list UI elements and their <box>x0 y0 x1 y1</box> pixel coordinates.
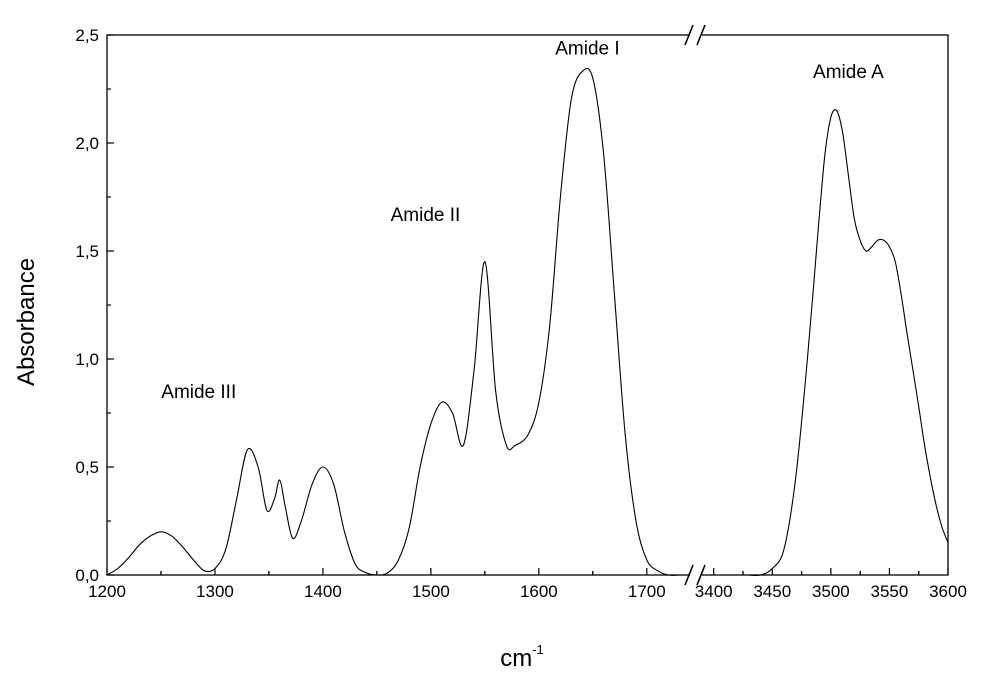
break-slash <box>684 24 694 46</box>
x-axis-title: cm-1 <box>500 642 544 672</box>
plot-frame <box>106 34 949 576</box>
x-tick-label: 1700 <box>628 582 666 601</box>
x-tick-label: 1300 <box>196 582 234 601</box>
y-axis-title: Absorbance <box>13 258 40 386</box>
break-slash <box>684 564 694 586</box>
break-gap-top <box>690 32 702 38</box>
x-tick-label: 3600 <box>929 582 967 601</box>
x-tick-label: 1200 <box>88 582 126 601</box>
axis-break-marks <box>684 24 706 586</box>
y-tick-label: 0,0 <box>75 566 99 585</box>
y-tick-label: 1,0 <box>75 350 99 369</box>
tick-labels: 0,0 0,5 1,0 1,5 2,0 2,5 1200 1300 1400 1500 1600 17… <box>75 26 967 601</box>
break-slash <box>696 564 706 586</box>
x-tick-label: 1500 <box>412 582 450 601</box>
spectrum-line-fingerprint <box>106 67 690 576</box>
break-gap-bottom <box>690 572 702 578</box>
peak-annotations: Amide III Amide II Amide I Amide A <box>161 38 884 402</box>
y-tick-label: 1,5 <box>75 242 99 261</box>
x-tick-label: 1600 <box>520 582 558 601</box>
plot-border <box>106 34 949 576</box>
x-tick-label: 3400 <box>695 582 733 601</box>
peak-annotation: Amide A <box>813 62 884 83</box>
x-tick-label: 3550 <box>871 582 909 601</box>
spectrum-curves <box>106 67 949 577</box>
y-tick-label: 2,5 <box>75 26 99 45</box>
peak-annotation: Amide II <box>391 205 461 226</box>
x-tick-label: 3450 <box>753 582 791 601</box>
x-tick-label: 3500 <box>812 582 850 601</box>
spectrum-line-amide-a <box>748 109 949 577</box>
y-tick-label: 2,0 <box>75 134 99 153</box>
x-axis-title-superscript: -1 <box>532 642 544 657</box>
axis-ticks <box>106 34 949 576</box>
x-axis-title-base: cm <box>500 645 532 672</box>
y-tick-label: 0,5 <box>75 458 99 477</box>
peak-annotation: Amide III <box>161 382 236 403</box>
break-slash <box>696 24 706 46</box>
peak-annotation: Amide I <box>555 38 619 59</box>
x-tick-label: 1400 <box>304 582 342 601</box>
